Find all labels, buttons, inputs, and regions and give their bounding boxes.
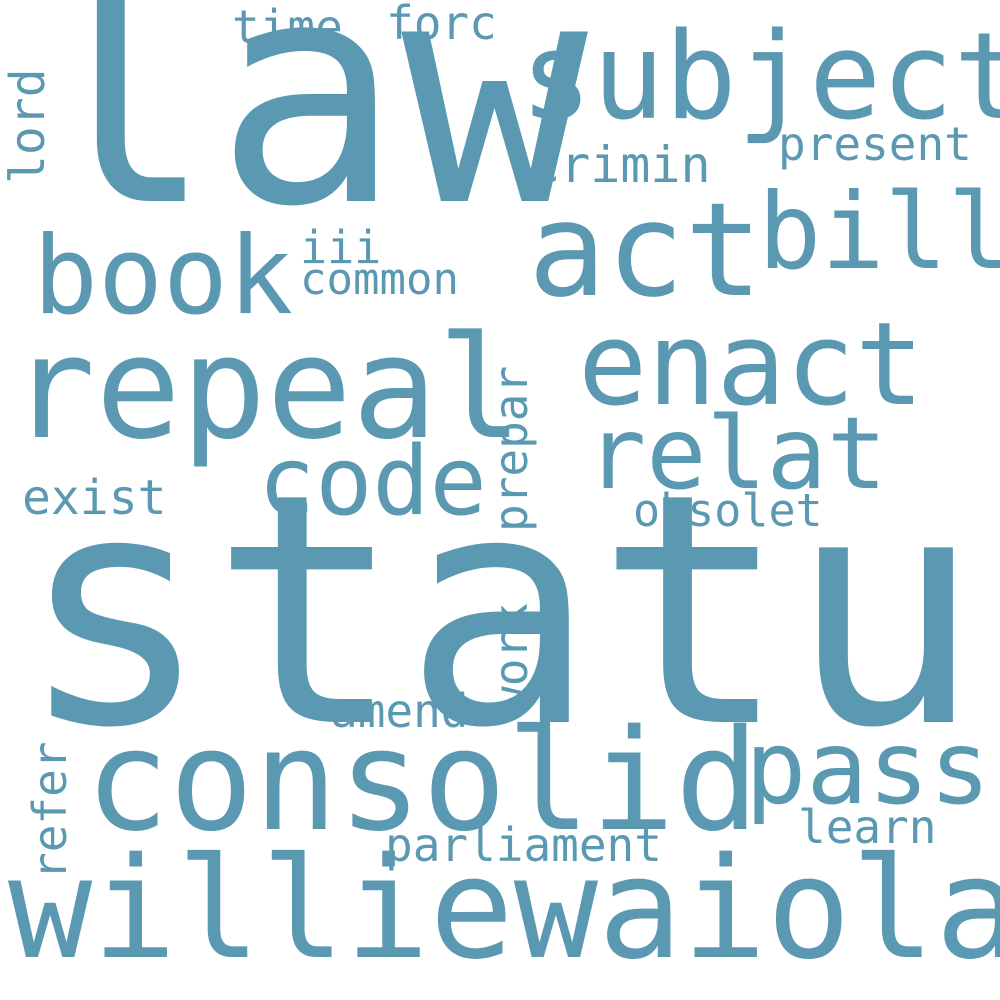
word-enact: enact — [578, 298, 925, 432]
word-code: code — [258, 427, 487, 537]
word-present: present — [778, 117, 972, 171]
word-williewaiola: williewaiola — [8, 828, 1000, 991]
word-subject: subject — [520, 8, 1000, 147]
word-parliament: parliament — [385, 818, 662, 872]
word-prepar: prepar — [484, 365, 538, 532]
word-crimin: crimin — [530, 136, 711, 194]
word-amend: amend — [330, 684, 469, 738]
word-refer: refer — [23, 741, 77, 880]
word-book: book — [33, 214, 294, 339]
word-common: common — [300, 254, 459, 305]
word-pass: pass — [745, 709, 991, 828]
word-relat: relat — [586, 395, 888, 512]
word-learn: learn — [798, 800, 937, 854]
word-work: work — [484, 603, 538, 714]
word-lord: lord — [0, 68, 56, 184]
word-statut: statut — [18, 426, 1000, 798]
word-obsolet: obsolet — [633, 484, 823, 537]
word-consolid: consolid — [85, 700, 760, 863]
word-bill: bill — [758, 171, 1000, 293]
word-iii: iii — [300, 221, 382, 274]
word-exist: exist — [22, 470, 167, 526]
word-act: act — [528, 174, 763, 326]
word-time: time — [232, 0, 343, 54]
word-repeal: repeal — [10, 306, 523, 471]
word-forc: forc — [386, 0, 497, 50]
word-law: law — [28, 0, 588, 275]
